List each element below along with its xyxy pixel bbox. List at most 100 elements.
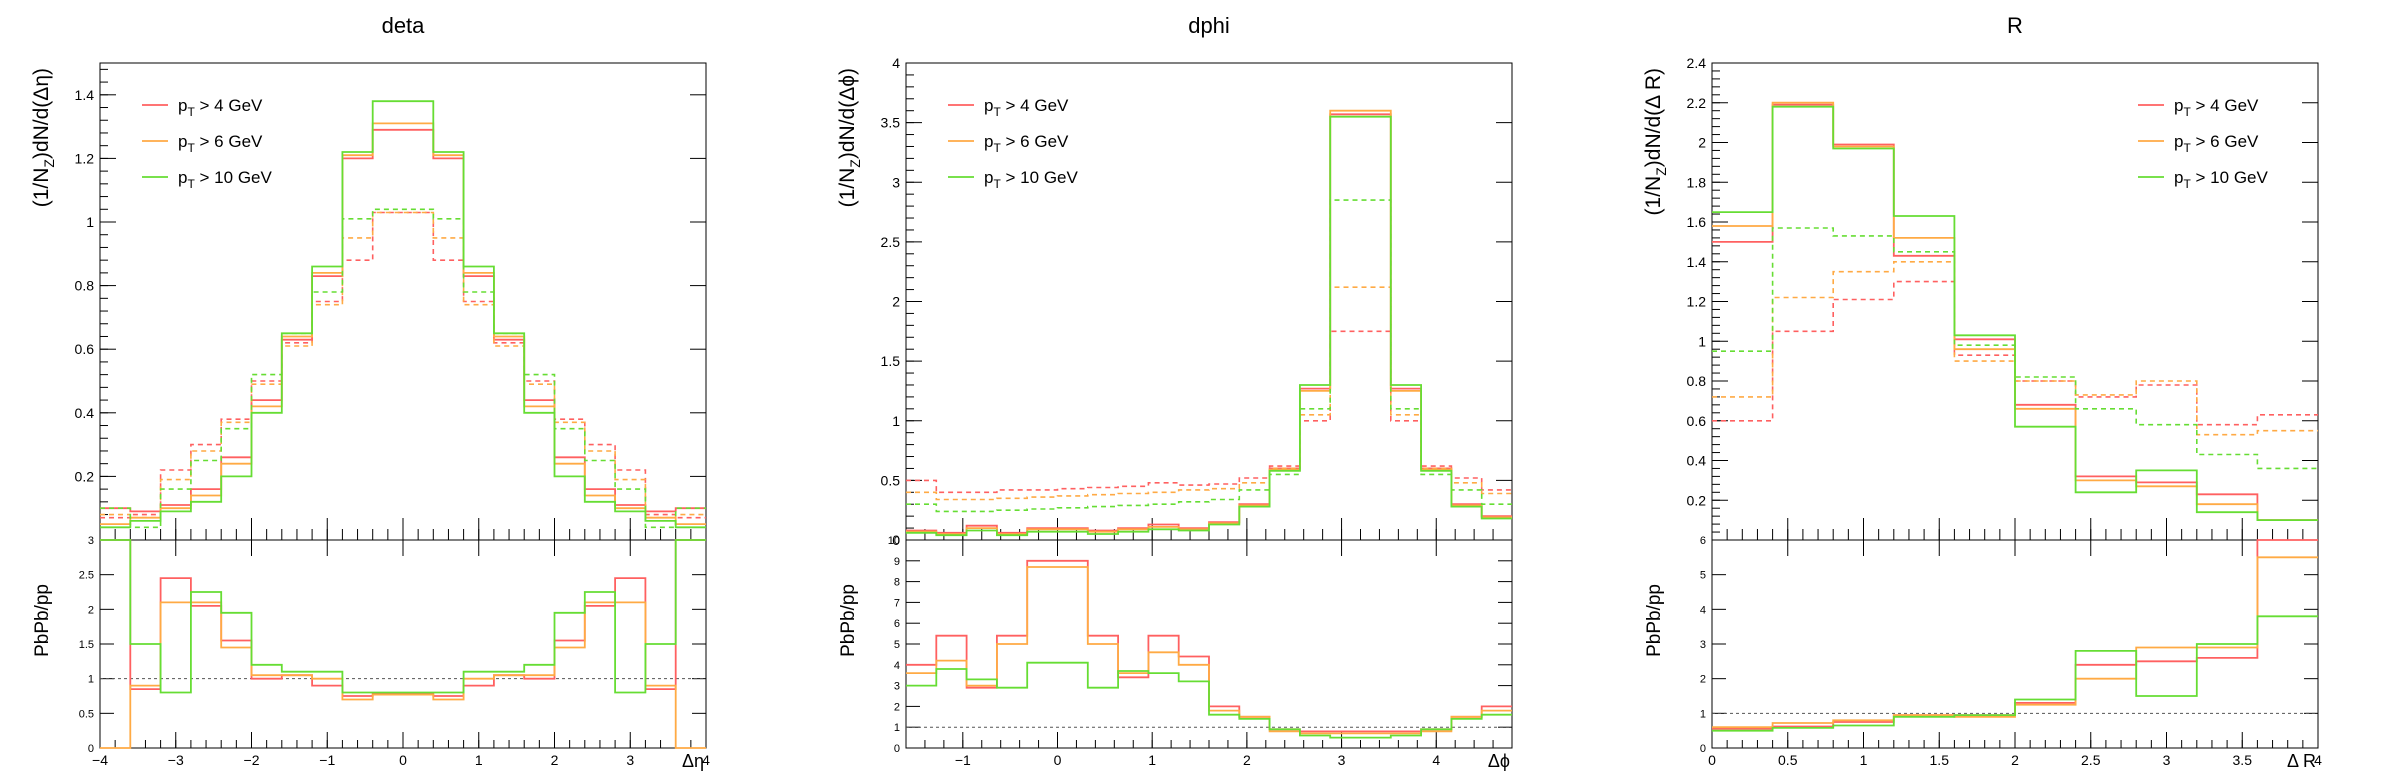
panel-dphi: dphi 0 0.5 1 1.5 2 2.5 3 3.5 4 0 1 2 3 4 5 6 7 8 9 10 −1 0 1 2 3 4… xyxy=(836,13,1513,771)
y-tick-label: 1.4 xyxy=(1687,254,1707,270)
x-tick-label: 2 xyxy=(2011,752,2019,768)
legend-text: > 10 GeV xyxy=(2191,168,2269,187)
x-tick-label: 3 xyxy=(626,752,634,768)
y-tick-label: 0.6 xyxy=(1687,413,1707,429)
y-tick-label: 1.8 xyxy=(1687,174,1707,190)
legend-text: p xyxy=(2174,96,2183,115)
legend-text: > 6 GeV xyxy=(2191,132,2259,151)
y-tick-label: 1.2 xyxy=(1687,294,1707,310)
x-axis-label: Δ R xyxy=(2287,751,2316,771)
legend-text: > 4 GeV xyxy=(2191,96,2259,115)
series-ratio-pt10 xyxy=(100,539,706,694)
series-ratio-pt10 xyxy=(906,661,1512,739)
ratio-y-tick-label: 1 xyxy=(894,722,900,734)
y-tick-label: 3 xyxy=(892,174,900,190)
x-tick-label: 0 xyxy=(399,752,407,768)
x-tick-label: 1.5 xyxy=(1930,752,1950,768)
ratio-y-tick-label: 6 xyxy=(894,618,900,630)
legend-entry: pT > 4 GeV xyxy=(984,96,1069,119)
y-label-subscript: Z xyxy=(41,159,57,168)
y-axis-label: (1/NZ)dN/d(Δ R) xyxy=(1642,68,1669,215)
y-tick-label: 0 xyxy=(892,532,900,548)
legend-text: > 6 GeV xyxy=(195,132,263,151)
y-axis-label: (1/NZ)dN/d(Δη) xyxy=(30,68,57,207)
y-tick-label: 2.2 xyxy=(1687,95,1707,111)
series-pbpb-pt10 xyxy=(906,115,1512,537)
legend-entry: pT > 10 GeV xyxy=(984,168,1078,191)
x-tick-label: 4 xyxy=(702,752,710,768)
ratio-y-tick-label: 0 xyxy=(894,743,900,755)
ratio-y-tick-label: 7 xyxy=(894,597,900,609)
ratio-y-tick-label: 9 xyxy=(894,556,900,568)
ratio-y-tick-label: 2.5 xyxy=(79,570,94,582)
x-tick-label: 2 xyxy=(551,752,559,768)
y-tick-label: 1.6 xyxy=(1687,214,1707,230)
series-ratio-pt6 xyxy=(100,601,706,749)
chart-title: R xyxy=(2007,13,2023,38)
chart-title: dphi xyxy=(1188,13,1230,38)
legend-subscript: T xyxy=(2183,105,2191,119)
ratio-y-tick-label: 8 xyxy=(894,577,900,589)
legend-text: > 10 GeV xyxy=(1001,168,1079,187)
legend-text: p xyxy=(178,168,187,187)
y-label-part: (1/N xyxy=(30,168,53,208)
y-tick-label: 2.4 xyxy=(1687,55,1707,71)
y-tick-label: 1 xyxy=(1698,333,1706,349)
ratio-y-tick-label: 2 xyxy=(88,604,94,616)
y-tick-label: 2 xyxy=(1698,135,1706,151)
y-tick-label: 0.8 xyxy=(75,278,95,294)
y-tick-label: 0.5 xyxy=(881,472,901,488)
ratio-y-tick-label: 5 xyxy=(894,639,900,651)
legend-entry: pT > 10 GeV xyxy=(178,168,272,191)
y-label-part: (1/N xyxy=(1642,176,1665,216)
legend-entry: pT > 6 GeV xyxy=(178,132,263,155)
y-label-subscript: Z xyxy=(1653,167,1669,176)
ratio-y-tick-label: 5 xyxy=(1700,570,1706,582)
x-tick-label: 0 xyxy=(1708,752,1716,768)
y-label-part: )dN/d(Δη) xyxy=(30,68,53,159)
y-tick-label: 2.5 xyxy=(881,234,901,250)
x-tick-label: −4 xyxy=(92,752,108,768)
ratio-y-tick-label: 4 xyxy=(1700,604,1706,616)
x-axis-label: Δη xyxy=(682,751,704,771)
legend-entry: pT > 4 GeV xyxy=(178,96,263,119)
legend-text: > 6 GeV xyxy=(1001,132,1069,151)
y-tick-label: 0.6 xyxy=(75,341,95,357)
x-tick-label: 1 xyxy=(1860,752,1868,768)
x-tick-label: −2 xyxy=(244,752,260,768)
legend-text: p xyxy=(2174,132,2183,151)
y-tick-label: 0.2 xyxy=(1687,492,1707,508)
series-pp-pt4 xyxy=(906,330,1512,494)
ratio-y-tick-label: 3 xyxy=(894,681,900,693)
legend-subscript: T xyxy=(2183,141,2191,155)
legend-text: p xyxy=(984,132,993,151)
legend-text: p xyxy=(178,132,187,151)
y-tick-label: 1 xyxy=(892,413,900,429)
ratio-y-tick-label: 3 xyxy=(1700,639,1706,651)
legend-entry: pT > 6 GeV xyxy=(2174,132,2259,155)
x-tick-label: 3 xyxy=(2163,752,2171,768)
ratio-y-tick-label: 3 xyxy=(88,535,94,547)
x-tick-label: 0 xyxy=(1054,752,1062,768)
ratio-y-tick-label: 0 xyxy=(1700,743,1706,755)
chart-title: deta xyxy=(382,13,426,38)
legend-subscript: T xyxy=(2183,177,2191,191)
legend-text: > 4 GeV xyxy=(1001,96,1069,115)
y-axis-label: (1/NZ)dN/d(Δϕ) xyxy=(836,68,863,207)
series-pp-pt4 xyxy=(100,211,706,519)
x-tick-label: 3 xyxy=(1338,752,1346,768)
legend-text: p xyxy=(178,96,187,115)
legend-subscript: T xyxy=(187,177,195,191)
y-label-part: (1/N xyxy=(836,168,859,208)
x-axis-label: Δϕ xyxy=(1488,751,1510,771)
legend-text: p xyxy=(984,96,993,115)
y-tick-label: 1.4 xyxy=(75,87,95,103)
ratio-y-tick-label: 4 xyxy=(894,660,900,672)
legend-entry: pT > 6 GeV xyxy=(984,132,1069,155)
legend-subscript: T xyxy=(993,105,1001,119)
series-pp-pt6 xyxy=(906,286,1512,501)
series-pp-pt10 xyxy=(100,208,706,529)
ratio-y-axis-label: PbPb/pp xyxy=(1644,584,1665,657)
series-pp-pt10 xyxy=(906,199,1512,513)
ratio-y-tick-label: 0 xyxy=(88,743,94,755)
